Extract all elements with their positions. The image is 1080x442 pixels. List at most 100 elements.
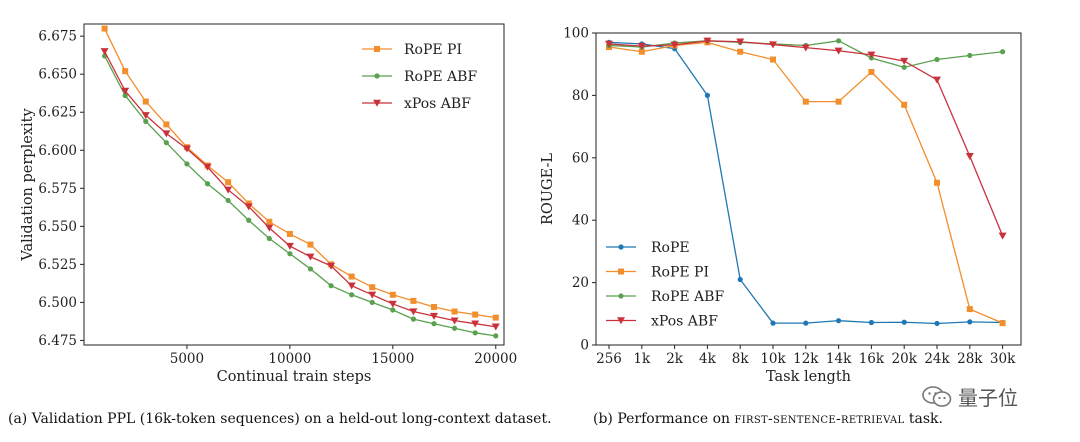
- data-point: [347, 282, 356, 290]
- data-point: [965, 153, 974, 161]
- data-point: [670, 41, 679, 49]
- data-point: [142, 98, 149, 105]
- data-point: [704, 92, 711, 98]
- data-point: [100, 48, 109, 56]
- data-point: [225, 179, 232, 186]
- data-point: [770, 320, 776, 326]
- data-point: [265, 224, 274, 232]
- data-point: [703, 37, 712, 45]
- data-point: [163, 121, 170, 128]
- caption-b: (b) Performance on first-sentence-retrie…: [593, 411, 943, 427]
- y-tick-label: 6.550: [38, 219, 77, 235]
- y-tick-label: 6.600: [38, 143, 77, 159]
- legend-label: RoPE ABF: [404, 69, 477, 85]
- series-line: [608, 41, 1003, 325]
- legend-marker: [374, 73, 380, 79]
- data-point: [431, 321, 437, 327]
- legend-marker: [618, 293, 624, 299]
- data-point: [492, 314, 499, 321]
- x-tick-label: 10k: [760, 351, 786, 367]
- data-point: [369, 299, 375, 306]
- data-point: [769, 41, 777, 49]
- data-point: [836, 318, 842, 324]
- data-point: [285, 242, 294, 250]
- data-point: [493, 333, 499, 339]
- y-axis-label: ROUGE-L: [540, 153, 556, 225]
- x-tick-label: 12k: [793, 351, 819, 367]
- data-point: [736, 38, 745, 46]
- data-point: [286, 230, 293, 237]
- x-axis-label: Continual train steps: [217, 369, 372, 385]
- data-point: [868, 69, 875, 75]
- data-point: [836, 38, 842, 44]
- series-line: [104, 51, 496, 328]
- data-point: [307, 266, 314, 272]
- data-point: [867, 51, 876, 59]
- data-point: [410, 316, 417, 322]
- legend-label: RoPE ABF: [651, 289, 724, 305]
- data-point: [122, 68, 129, 75]
- data-point: [966, 306, 973, 313]
- y-axis-label: Validation perplexity: [20, 108, 36, 262]
- data-point: [430, 312, 438, 320]
- data-point: [266, 235, 272, 242]
- data-point: [900, 57, 909, 65]
- data-point: [933, 76, 941, 84]
- data-point: [737, 276, 743, 283]
- data-point: [162, 130, 171, 138]
- y-tick-label: 40: [572, 213, 589, 229]
- data-point: [934, 179, 940, 186]
- data-point: [835, 98, 842, 105]
- data-point: [770, 56, 776, 63]
- legend-label: RoPE PI: [651, 265, 709, 281]
- series-line: [608, 41, 1003, 324]
- data-point: [388, 300, 397, 308]
- data-point: [348, 273, 355, 280]
- data-point: [901, 64, 907, 70]
- y-tick-label: 6.650: [38, 67, 77, 83]
- x-axis-label: Task length: [766, 369, 851, 385]
- data-point: [204, 181, 211, 187]
- plot-frame: [83, 23, 505, 346]
- x-tick-label: 30k: [990, 351, 1016, 367]
- y-tick-label: 20: [572, 275, 589, 291]
- data-point: [409, 308, 418, 316]
- y-tick-label: 60: [572, 150, 589, 166]
- plot-frame: [595, 32, 1022, 346]
- y-tick-label: 6.675: [38, 29, 77, 45]
- data-point: [451, 308, 458, 315]
- caption-b-suffix: task.: [904, 411, 943, 427]
- x-tick-label: 24k: [924, 351, 950, 367]
- series-line: [104, 55, 496, 337]
- data-point: [349, 292, 355, 298]
- y-tick-label: 100: [563, 26, 589, 42]
- data-point: [934, 56, 940, 63]
- legend-label: RoPE: [651, 240, 690, 256]
- legend-marker: [373, 99, 381, 107]
- x-tick-label: 20k: [892, 351, 918, 367]
- data-point: [163, 140, 169, 146]
- x-tick-label: 20000: [474, 351, 517, 367]
- data-point: [472, 330, 478, 336]
- y-tick-label: 80: [572, 88, 589, 104]
- legend-label: xPos ABF: [404, 96, 471, 112]
- legend-marker: [374, 46, 380, 52]
- x-tick-label: 2k: [666, 351, 684, 367]
- data-point: [605, 40, 613, 48]
- data-point: [901, 101, 908, 108]
- data-point: [471, 320, 480, 328]
- caption-a: (a) Validation PPL (16k-token sequences)…: [8, 411, 552, 427]
- chart-panel-b: 256 1k 2k 4k 8k 10k 12k 14k 16k 20k 24k 28k 30k 0 20 40…: [540, 26, 1022, 385]
- data-point: [834, 47, 843, 55]
- y-tick-label: 0: [580, 338, 589, 354]
- data-point: [737, 48, 744, 55]
- y-tick-label: 6.475: [38, 333, 77, 349]
- legend-marker: [617, 317, 625, 325]
- caption-a-text: (a) Validation PPL (16k-token sequences)…: [8, 411, 552, 427]
- data-point: [967, 52, 973, 59]
- data-point: [967, 319, 973, 325]
- series-line: [104, 28, 496, 319]
- x-tick-label: 4k: [699, 351, 717, 367]
- data-point: [491, 323, 500, 331]
